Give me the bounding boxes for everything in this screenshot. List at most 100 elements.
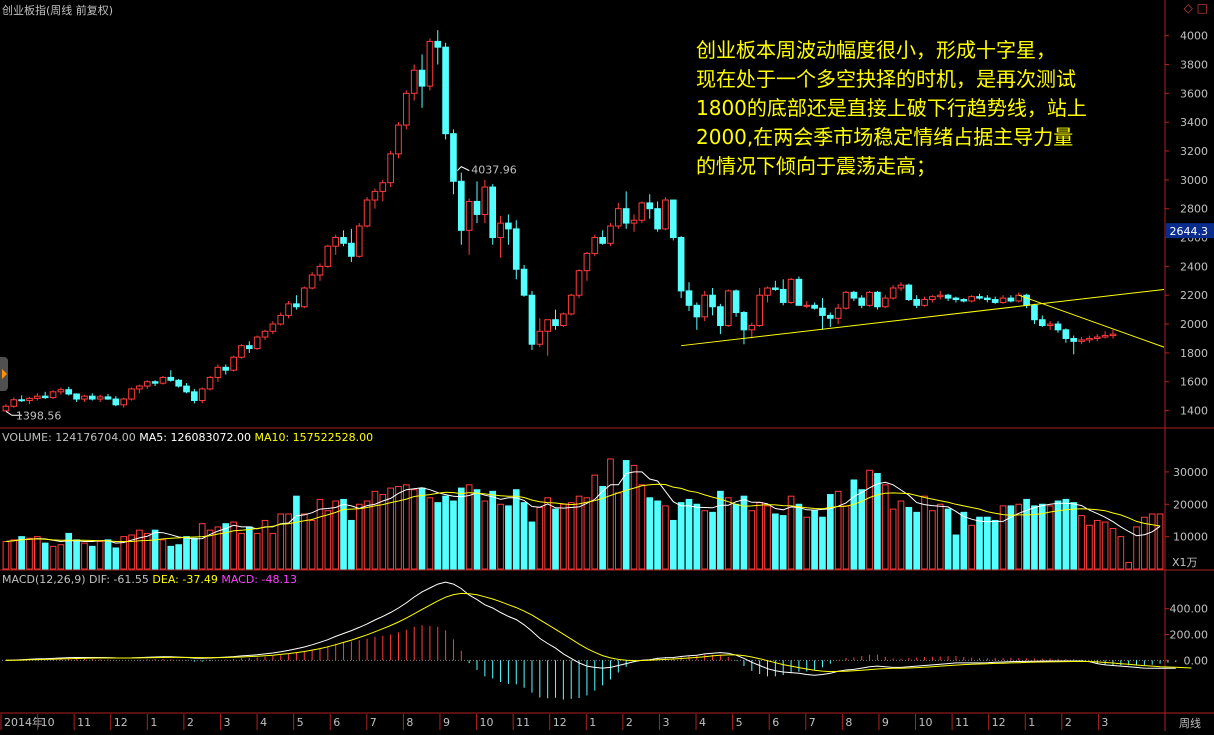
volume-bar (984, 516, 991, 570)
candle-body (238, 345, 245, 358)
volume-bar (387, 487, 394, 570)
volume-bar (607, 458, 614, 570)
candle-body (489, 186, 497, 239)
volume-bar (654, 500, 661, 570)
volume-bar (622, 460, 630, 570)
volume-bar (1148, 513, 1156, 570)
annotation-line: 创业板本周波动幅度很小，形成十字星， (696, 38, 1056, 62)
volume-bar (2, 540, 10, 570)
dif-label: DIF: -61.55 (89, 573, 149, 586)
volume-bar (183, 536, 190, 570)
volume-bar (450, 500, 457, 570)
volume-bar (787, 495, 795, 570)
volume-bar (1078, 515, 1085, 570)
volume-y-tick-label: 30000 (1173, 466, 1208, 479)
volume-bar (1023, 498, 1030, 570)
time-axis-label: 6 (333, 716, 340, 729)
chart-title: 创业板指(周线 前复权) (2, 4, 114, 17)
volume-ma5-label: MA5: 126083072.00 (139, 431, 251, 444)
candle-body (536, 330, 544, 345)
price-y-tick-label: 2000 (1180, 318, 1208, 331)
volume-bar (756, 502, 763, 570)
price-y-tick-label: 4000 (1180, 30, 1208, 43)
volume-bar (960, 511, 968, 570)
candle-body (277, 314, 285, 325)
volume-bar (615, 492, 622, 570)
volume-bar (355, 503, 363, 570)
volume-bar (18, 536, 25, 570)
volume-bar (544, 497, 551, 570)
candle-body (230, 356, 237, 371)
trend-line (681, 288, 1165, 347)
time-axis-label: 5 (297, 716, 304, 729)
candle-body (976, 296, 983, 299)
annotation-line: 的情况下倾向于震荡走高； (696, 154, 936, 178)
time-axis-label: 7 (370, 716, 377, 729)
volume-bar (567, 502, 575, 570)
candle-body (772, 287, 779, 290)
time-axis-label: 6 (772, 716, 779, 729)
candle-body (73, 393, 80, 400)
candle-body (1054, 323, 1062, 331)
volume-bar (999, 505, 1007, 570)
volume-bar (897, 500, 905, 570)
candle-body (198, 388, 206, 401)
volume-bar (1141, 516, 1148, 570)
candle-body (583, 252, 591, 272)
candle-body (662, 199, 669, 230)
volume-bar (646, 497, 654, 570)
volume-bar (418, 487, 426, 570)
window-controls-icon[interactable]: ◇ □ (1183, 1, 1208, 15)
volume-bar (245, 526, 253, 570)
volume-label: VOLUME: 124176704.00 (2, 431, 136, 444)
macd-value-label: MACD: -48.13 (221, 573, 297, 586)
candle-body (669, 199, 677, 239)
candle-body (874, 291, 881, 308)
volume-bar (685, 498, 693, 570)
volume-bar (630, 464, 638, 570)
volume-bar (881, 484, 889, 570)
volume-bar (1117, 536, 1125, 570)
candle-body (622, 208, 630, 224)
volume-bar (1070, 502, 1078, 570)
candle-body (457, 180, 465, 231)
volume-bar (316, 498, 324, 570)
volume-y-tick-label: 20000 (1173, 498, 1208, 511)
candle-body (128, 388, 135, 400)
candle-body (881, 297, 889, 308)
candle-body (1093, 336, 1101, 339)
candle-body (136, 385, 143, 390)
scroll-left-arrow-icon[interactable] (0, 357, 8, 391)
candle-body (120, 398, 128, 406)
volume-bar (81, 542, 88, 570)
candle-body (826, 314, 834, 319)
time-axis-label: 11 (516, 716, 530, 729)
candle-body (481, 186, 489, 215)
period-tab[interactable]: 周线 (1179, 717, 1201, 730)
time-axis-label: 11 (77, 716, 91, 729)
volume-bar (159, 539, 167, 570)
candle-body (819, 307, 826, 316)
volume-bar (693, 503, 701, 570)
volume-bar (1031, 505, 1038, 570)
candle-body (787, 278, 795, 303)
volume-bar (128, 534, 135, 570)
volume-bar (73, 539, 80, 570)
volume-bar (465, 484, 473, 570)
volume-bar (26, 537, 33, 570)
volume-bar (583, 497, 591, 570)
volume-bar (1015, 503, 1023, 570)
candle-body (1070, 337, 1078, 342)
candle-body (842, 291, 850, 309)
volume-bar (214, 526, 222, 570)
candle-body (151, 381, 159, 384)
volume-bar (88, 545, 96, 570)
candle-body (403, 92, 410, 126)
candle-body (591, 237, 599, 254)
volume-bar (889, 508, 897, 570)
volume-bar (363, 500, 371, 570)
price-y-tick-label: 3800 (1180, 58, 1208, 71)
candle-body (921, 299, 928, 306)
